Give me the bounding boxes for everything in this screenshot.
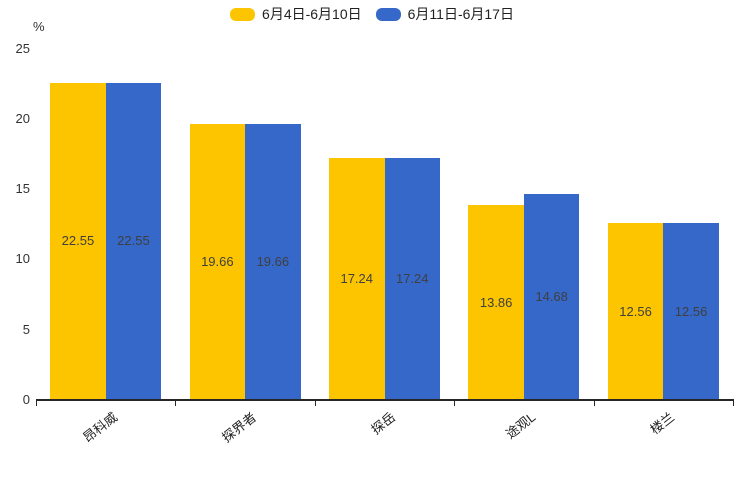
bar-value-label: 19.66: [201, 253, 234, 269]
x-axis-tick-mark: [175, 401, 177, 406]
x-axis-tick-mark: [454, 401, 456, 406]
legend-swatch-week2-icon: [375, 7, 401, 21]
bar-value-label: 12.56: [674, 303, 708, 319]
x-category-label-昂科威: 昂科威: [79, 409, 120, 446]
bar-value-label: 22.55: [117, 233, 150, 249]
bar-series1-途观L: 13.86: [468, 205, 524, 400]
x-category-label-探岳: 探岳: [368, 409, 399, 438]
legend-item-week2[interactable]: 6月11日-6月17日: [375, 5, 514, 23]
bar-value-label: 22.55: [61, 233, 95, 249]
x-category-label-途观L: 途观L: [502, 409, 538, 442]
bar-series2-途观L: 14.68: [523, 193, 580, 400]
x-axis-tick-mark: [314, 401, 316, 406]
bar-series2-探界者: 19.66: [245, 123, 301, 400]
bar-series2-楼兰: 12.56: [663, 223, 719, 400]
x-category-label-楼兰: 楼兰: [647, 409, 678, 438]
x-axis-tick-mark: [733, 401, 734, 406]
bar-series1-探界者: 19.66: [189, 123, 246, 400]
y-tick-label-20: 20: [15, 110, 30, 126]
bar-series2-昂科威: 22.55: [105, 82, 162, 400]
legend-item-week1[interactable]: 6月4日-6月10日: [230, 5, 362, 23]
bar-series1-探岳: 17.24: [329, 157, 385, 400]
legend-label-week1: 6月4日-6月10日: [262, 6, 362, 22]
x-category-label-探界者: 探界者: [219, 409, 260, 446]
bar-value-label: 19.66: [256, 253, 290, 269]
y-tick-label-10: 10: [15, 251, 30, 267]
bar-series2-探岳: 17.24: [384, 157, 440, 400]
bar-value-label: 12.56: [619, 303, 652, 319]
bar-value-label: 17.24: [340, 270, 374, 286]
chart-legend: 6月4日-6月10日 6月11日-6月17日: [0, 5, 744, 23]
x-axis-line: [36, 399, 734, 401]
x-axis-tick-mark: [593, 401, 595, 406]
y-axis-unit-label: %: [33, 19, 45, 34]
bar-value-label: 14.68: [535, 288, 568, 304]
y-tick-label-15: 15: [15, 181, 30, 197]
legend-label-week2: 6月11日-6月17日: [407, 6, 514, 22]
y-tick-label-5: 5: [22, 321, 30, 337]
y-tick-label-0: 0: [22, 392, 30, 407]
bar-value-label: 17.24: [395, 270, 429, 286]
bar-value-label: 13.86: [479, 294, 513, 310]
legend-swatch-week1-icon: [230, 7, 256, 21]
y-tick-label-25: 25: [15, 40, 30, 56]
bar-series1-楼兰: 12.56: [607, 223, 664, 400]
bar-series1-昂科威: 22.55: [50, 82, 106, 400]
x-axis-tick-mark: [36, 401, 37, 406]
